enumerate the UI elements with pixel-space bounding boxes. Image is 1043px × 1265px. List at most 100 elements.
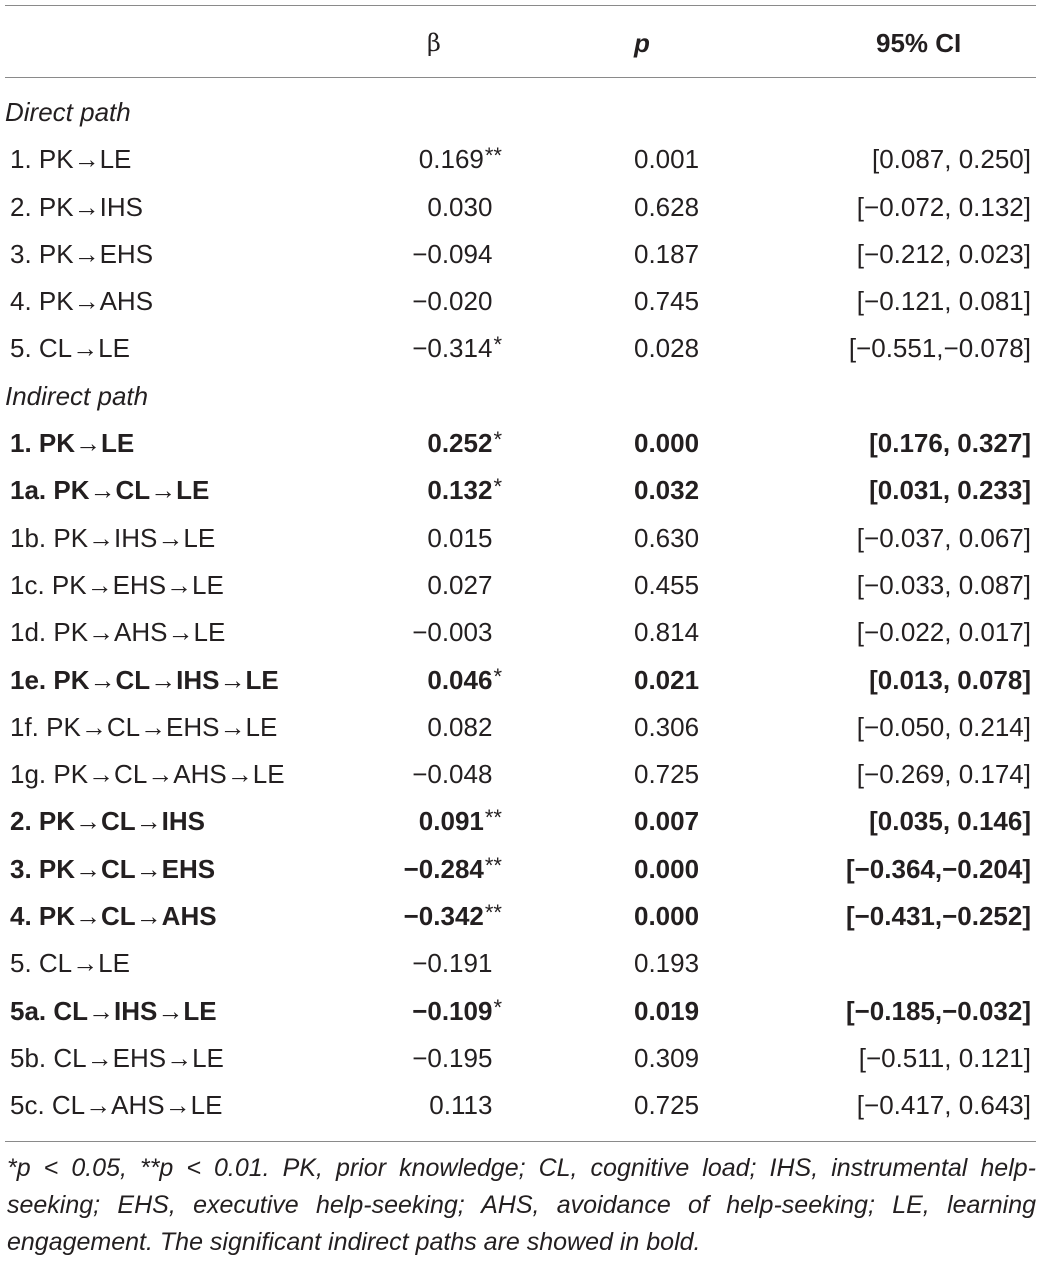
p-value: 0.021: [634, 664, 700, 695]
beta-value: 0.046: [427, 664, 493, 695]
p-value: 0.725: [634, 759, 700, 790]
beta-cell: −0.020*: [412, 278, 502, 326]
beta-cell: −0.342**: [404, 893, 502, 941]
table-row: 1g. PK→CL→AHS→LE −0.048* 0.725 [−0.269, 0.1…: [0, 751, 1043, 798]
table-row: 1f. PK→CL→EHS→LE 0.082* 0.306 [−0.050, 0.21…: [0, 704, 1043, 751]
path-label: 1f. PK→CL→EHS→LE: [10, 711, 278, 742]
table-row: 1b. PK→IHS→LE 0.015* 0.630 [−0.037, 0.067]: [0, 515, 1043, 562]
path-label: 5a. CL→IHS→LE: [10, 995, 217, 1026]
p-value: 0.007: [634, 806, 700, 837]
beta-value: 0.030: [427, 191, 493, 222]
beta-value: −0.314: [412, 333, 493, 364]
path-label: 5b. CL→EHS→LE: [10, 1042, 224, 1073]
table-row: 1e. PK→CL→IHS→LE 0.046* 0.021 [0.013, 0.078…: [0, 657, 1043, 704]
beta-value: 0.113: [429, 1090, 493, 1121]
confidence-interval: [0.176, 0.327]: [869, 428, 1031, 459]
p-value: 0.814: [634, 617, 700, 648]
beta-cell: −0.109*: [412, 988, 502, 1036]
beta-cell: 0.169**: [419, 136, 502, 184]
path-label: 1c. PK→EHS→LE: [10, 569, 224, 600]
confidence-interval: [−0.212, 0.023]: [856, 238, 1031, 269]
beta-cell: 0.132*: [427, 467, 502, 515]
p-value: 0.193: [634, 948, 700, 979]
path-label: 5. CL→LE: [10, 948, 130, 979]
path-label: 5c. CL→AHS→LE: [10, 1090, 223, 1121]
beta-value: −0.094: [412, 238, 493, 269]
table-row: 1c. PK→EHS→LE 0.027* 0.455 [−0.033, 0.087]: [0, 562, 1043, 609]
section-title: Direct path: [5, 97, 131, 127]
path-label: 1d. PK→AHS→LE: [10, 617, 226, 648]
table-row: 5b. CL→EHS→LE −0.195* 0.309 [−0.511, 0.121]: [0, 1035, 1043, 1082]
significance-marker: *: [493, 994, 502, 1020]
beta-value: −0.342: [403, 901, 484, 932]
p-value: 0.725: [634, 1090, 700, 1121]
path-label: 3. PK→CL→EHS: [10, 853, 216, 884]
section-heading-row: Indirect path: [0, 373, 1043, 420]
significance-marker: *: [493, 474, 502, 500]
table-row: 1. PK→LE 0.169** 0.001 [0.087, 0.250]: [0, 136, 1043, 183]
confidence-interval: [0.013, 0.078]: [869, 664, 1031, 695]
p-value: 0.019: [634, 995, 700, 1026]
significance-marker: **: [484, 900, 502, 926]
column-header-ci: 95% CI: [876, 28, 962, 58]
confidence-interval: [0.031, 0.233]: [869, 475, 1031, 506]
confidence-interval: [−0.050, 0.214]: [856, 711, 1031, 742]
table-row: 5. CL→LE −0.314* 0.028 [−0.551,−0.078]: [0, 325, 1043, 372]
confidence-interval: [−0.551,−0.078]: [848, 333, 1031, 364]
confidence-interval: [−0.121, 0.081]: [856, 286, 1031, 317]
table-row: 4. PK→CL→AHS −0.342** 0.000 [−0.431,−0.252]: [0, 893, 1043, 940]
p-value: 0.001: [634, 144, 700, 175]
confidence-interval: [−0.431,−0.252]: [845, 901, 1031, 932]
path-label: 1. PK→LE: [10, 144, 132, 175]
p-value: 0.000: [634, 428, 700, 459]
path-label: 1e. PK→CL→IHS→LE: [10, 664, 279, 695]
confidence-interval: [−0.037, 0.067]: [856, 522, 1031, 553]
p-value: 0.309: [634, 1042, 700, 1073]
table-row: 2. PK→IHS 0.030* 0.628 [−0.072, 0.132]: [0, 184, 1043, 231]
beta-cell: −0.314*: [412, 325, 502, 373]
table-footnote: *p < 0.05, **p < 0.01. PK, prior knowled…: [7, 1154, 1036, 1256]
table-row: 1. PK→LE 0.252* 0.000 [0.176, 0.327]: [0, 420, 1043, 467]
beta-value: −0.195: [412, 1042, 493, 1073]
path-label: 4. PK→AHS: [10, 286, 154, 317]
path-label: 1g. PK→CL→AHS→LE: [10, 759, 285, 790]
p-value: 0.000: [634, 901, 700, 932]
confidence-interval: [−0.364,−0.204]: [845, 853, 1031, 884]
table-row: 3. PK→CL→EHS −0.284** 0.000 [−0.364,−0.204]: [0, 846, 1043, 893]
table-row: 5. CL→LE −0.191* 0.193: [0, 940, 1043, 987]
beta-cell: −0.191*: [412, 940, 502, 988]
beta-cell: 0.082*: [427, 704, 502, 752]
confidence-interval: [−0.022, 0.017]: [856, 617, 1031, 648]
table-header: β p 95% CI: [0, 21, 1043, 65]
confidence-interval: [−0.072, 0.132]: [856, 191, 1031, 222]
table-row: 1a. PK→CL→LE 0.132* 0.032 [0.031, 0.233]: [0, 467, 1043, 514]
beta-cell: 0.030*: [427, 184, 502, 232]
confidence-interval: [−0.511, 0.121]: [858, 1042, 1031, 1073]
beta-value: 0.132: [427, 475, 493, 506]
beta-value: −0.020: [412, 286, 493, 317]
significance-marker: *: [493, 332, 502, 358]
column-header-p: p: [634, 28, 650, 58]
beta-cell: 0.091**: [419, 798, 502, 846]
table-top-rule: [5, 5, 1036, 6]
path-label: 1a. PK→CL→LE: [10, 475, 210, 506]
path-label: 1. PK→LE: [10, 428, 135, 459]
beta-cell: −0.094*: [412, 231, 502, 279]
table-row: 3. PK→EHS −0.094* 0.187 [−0.212, 0.023]: [0, 231, 1043, 278]
beta-value: 0.015: [427, 522, 493, 553]
beta-cell: 0.252*: [427, 420, 502, 468]
path-label: 3. PK→EHS: [10, 238, 154, 269]
confidence-interval: [−0.269, 0.174]: [856, 759, 1031, 790]
significance-marker: **: [484, 852, 502, 878]
confidence-interval: [−0.033, 0.087]: [856, 569, 1031, 600]
beta-value: 0.082: [427, 711, 493, 742]
beta-cell: −0.284**: [404, 846, 502, 894]
p-value: 0.000: [634, 853, 700, 884]
table-row: 2. PK→CL→IHS 0.091** 0.007 [0.035, 0.146]: [0, 798, 1043, 845]
beta-value: 0.169: [418, 144, 484, 175]
beta-value: −0.003: [412, 617, 493, 648]
p-value: 0.455: [634, 569, 700, 600]
path-label: 2. PK→CL→IHS: [10, 806, 206, 837]
beta-value: −0.109: [412, 995, 493, 1026]
confidence-interval: [−0.417, 0.643]: [856, 1090, 1031, 1121]
